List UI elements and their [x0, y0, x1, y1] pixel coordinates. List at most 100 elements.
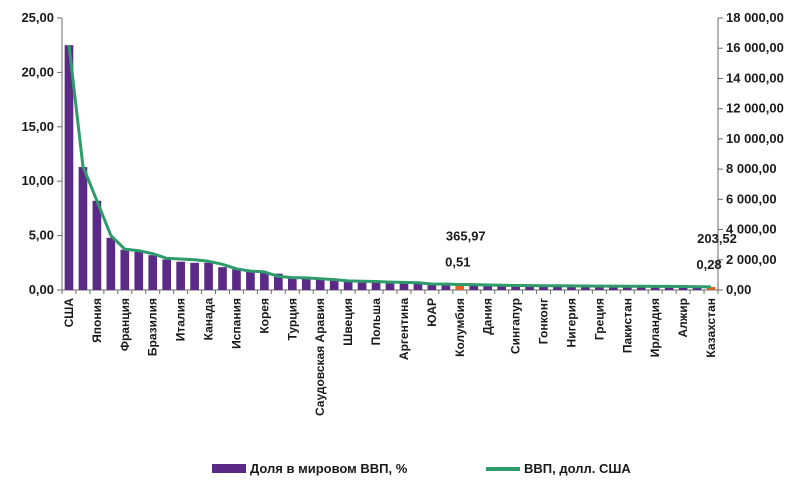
y-left-tick-label: 10,00: [21, 173, 54, 188]
bar: [148, 255, 158, 290]
gdp-line: [67, 45, 712, 289]
x-category-label: Греция: [592, 298, 606, 340]
labels-group: США Япония Франция Бразилия Италия Канада Испа…: [62, 228, 737, 416]
bar: [413, 282, 423, 290]
bar: [246, 271, 255, 290]
y-right-tick-label: 8 000,00: [726, 161, 777, 176]
y-right-tick-label: 4 000,00: [726, 222, 777, 237]
bar: [287, 276, 297, 290]
bar: [315, 279, 325, 290]
bar: [399, 282, 409, 290]
bar: [469, 284, 479, 290]
bar: [525, 285, 534, 290]
x-category-label: Нигерия: [564, 298, 578, 347]
bar: [120, 249, 130, 290]
bar: [664, 286, 674, 290]
bar: [301, 278, 311, 290]
y-right-tick-label: 0,00: [726, 282, 751, 297]
bar: [329, 280, 339, 290]
y-left-tick-label: 20,00: [21, 64, 54, 79]
x-category-label: США: [62, 298, 76, 328]
bar: [343, 281, 353, 290]
bars-group: [64, 45, 716, 291]
y-right-tick-label: 12 000,00: [726, 101, 784, 116]
bar: [176, 261, 185, 290]
bar: [357, 281, 367, 290]
axes: 0,00 5,00 10,00 15,00 20,00 25,00 0,00 2 000,00…: [21, 10, 783, 297]
bar: [511, 285, 520, 290]
bar: [497, 285, 506, 290]
bar: [622, 286, 632, 290]
bar: [106, 237, 116, 290]
bar: [706, 286, 716, 290]
y-left-tick-label: 15,00: [21, 119, 54, 134]
y-right-tick-label: 2 000,00: [726, 252, 777, 267]
bar: [692, 286, 702, 290]
bar: [64, 45, 74, 291]
bar: [483, 285, 493, 290]
bar: [581, 286, 590, 290]
y-right-tick-label: 14 000,00: [726, 70, 784, 85]
bar: [650, 286, 660, 290]
line-value-label: 203,52: [697, 231, 737, 246]
legend-bar-label: Доля в мировом ВВП, %: [250, 461, 408, 476]
x-category-label: Гонконг: [537, 298, 551, 344]
bar-value-label: 0,28: [696, 257, 721, 272]
x-category-label: Дания: [481, 298, 495, 335]
y-right-tick-label: 6 000,00: [726, 191, 777, 206]
legend-bar-swatch: [212, 464, 246, 473]
x-category-label: Колумбия: [453, 298, 467, 357]
x-category-label: Алжир: [676, 298, 690, 338]
x-category-label: Канада: [202, 298, 216, 341]
bar: [204, 262, 213, 290]
x-category-label: Польша: [369, 298, 383, 346]
x-category-label: Испания: [229, 298, 243, 349]
x-category-label: Швеция: [341, 298, 355, 346]
bar: [190, 262, 199, 290]
bar: [567, 286, 576, 290]
line-group: [67, 45, 712, 289]
x-category-label: Япония: [90, 298, 104, 343]
bar: [162, 259, 172, 290]
x-category-label: Пакистан: [620, 298, 634, 353]
bar: [92, 200, 102, 290]
legend: Доля в мировом ВВП, % ВВП, долл. США: [212, 461, 631, 476]
bar: [260, 272, 269, 290]
bar: [78, 167, 88, 290]
bar: [678, 286, 688, 290]
x-category-label: Ирландия: [648, 298, 662, 357]
y-left-tick-label: 25,00: [21, 10, 54, 25]
bar: [636, 286, 646, 290]
x-category-label: Сингапур: [509, 298, 523, 354]
y-right-tick-label: 18 000,00: [726, 10, 784, 25]
bar: [371, 282, 381, 290]
bar: [134, 251, 144, 290]
bar: [274, 273, 283, 290]
bar: [385, 282, 395, 290]
x-category-label: Корея: [257, 298, 271, 334]
x-category-label: ЮАР: [425, 298, 439, 327]
bar: [553, 286, 562, 290]
bar: [441, 284, 451, 290]
legend-line-label: ВВП, долл. США: [524, 461, 631, 476]
bar: [595, 286, 604, 290]
x-category-label: Италия: [174, 298, 188, 341]
y-left-tick-label: 0,00: [29, 282, 54, 297]
bar: [539, 285, 548, 290]
y-right-tick-label: 10 000,00: [726, 131, 784, 146]
x-category-label: Казахстан: [704, 298, 718, 358]
bar: [608, 286, 618, 290]
bar: [427, 284, 437, 290]
y-left-tick-label: 5,00: [29, 228, 54, 243]
x-category-label: Бразилия: [146, 298, 160, 356]
y-right-tick-label: 16 000,00: [726, 40, 784, 55]
bar: [455, 284, 465, 290]
x-category-label: Саудовская Аравия: [313, 298, 327, 416]
x-category-label: Франция: [118, 298, 132, 351]
x-category-label: Турция: [285, 298, 299, 340]
bar-value-label: 0,51: [445, 254, 470, 269]
bar: [232, 269, 241, 290]
bar: [218, 267, 227, 290]
